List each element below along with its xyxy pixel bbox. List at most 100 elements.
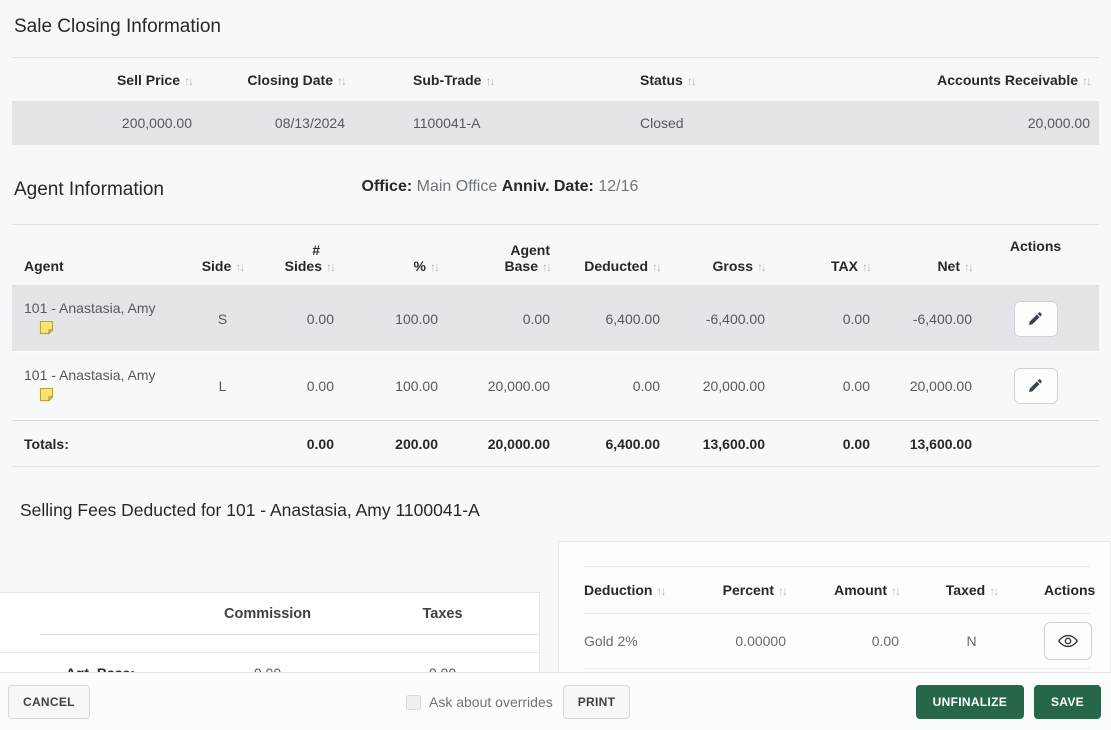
deducted-value: 6,400.00	[605, 310, 661, 327]
sort-icon: ↑↓	[652, 260, 662, 274]
column-header-percent[interactable]: Percent ↑↓	[679, 582, 788, 598]
column-header-gross[interactable]: Gross ↑↓	[660, 225, 767, 285]
sort-icon: ↑↓	[485, 73, 495, 88]
agt-base-label: Agt. Base:	[65, 664, 135, 674]
sub-trade-value: 1100041-A	[413, 115, 481, 131]
column-label: Actions	[1044, 582, 1096, 598]
eye-icon	[1058, 634, 1078, 648]
sides-value: 0.00	[306, 310, 334, 327]
totals-tax: 0.00	[842, 435, 870, 452]
column-label: Sell Price	[116, 71, 180, 88]
agent-table-header-row: Agent Side ↑↓ # Sides ↑↓ % ↑↓ Agent Base ↑↓ …	[12, 224, 1099, 286]
column-header-accounts-receivable[interactable]: Accounts Receivable ↑↓	[897, 72, 1099, 88]
column-label: Percent	[722, 582, 774, 598]
agent-information-title: Agent Information	[14, 179, 164, 200]
column-header-deducted[interactable]: Deducted ↑↓	[550, 225, 662, 285]
deducted-value: 0.00	[632, 377, 660, 394]
tax-value: 0.00	[842, 377, 870, 394]
sort-icon: ↑↓	[235, 260, 245, 274]
percent-value: 100.00	[395, 377, 438, 394]
column-header-closing-date[interactable]: Closing Date ↑↓	[207, 72, 357, 88]
sides-value: 0.00	[306, 377, 334, 394]
column-label-text: Gross	[712, 258, 753, 274]
column-header-percent[interactable]: % ↑↓	[334, 225, 440, 285]
column-header-net[interactable]: Net ↑↓	[870, 225, 974, 285]
cancel-button[interactable]: CANCEL	[8, 685, 90, 719]
deduction-row: Gold 2% 0.00000 0.00 N	[584, 614, 1092, 669]
save-button[interactable]: SAVE	[1034, 685, 1101, 719]
sale-closing-header-row: Sell Price ↑↓ Closing Date ↑↓ Sub-Trade ↑↓ …	[12, 57, 1099, 101]
divider	[40, 634, 539, 635]
note-icon[interactable]	[39, 320, 54, 335]
agent-table: Agent Side ↑↓ # Sides ↑↓ % ↑↓ Agent Base ↑↓ …	[12, 224, 1099, 467]
selling-fees-title: Selling Fees Deducted for 101 - Anastasi…	[20, 500, 480, 520]
side-value: S	[217, 310, 228, 327]
column-label: Sub-Trade	[413, 71, 482, 88]
sort-icon: ↑↓	[542, 260, 552, 274]
agent-row: 101 - Anastasia, Amy S 0.00 100.00 0.00 …	[12, 286, 1099, 353]
column-header-amount[interactable]: Amount ↑↓	[786, 582, 901, 598]
unfinalize-button[interactable]: UNFINALIZE	[915, 685, 1024, 719]
agent-base-value: 20,000.00	[487, 377, 550, 394]
anniv-date-value: 12/16	[598, 178, 639, 195]
edit-agent-button[interactable]	[1013, 300, 1058, 337]
side-value: L	[218, 377, 227, 394]
view-deduction-button[interactable]	[1044, 622, 1092, 660]
column-label: Closing Date	[247, 71, 333, 88]
column-label: Net ↑↓	[937, 258, 974, 274]
accounts-receivable-value: 20,000.00	[1027, 115, 1090, 131]
sort-icon: ↑↓	[656, 584, 666, 598]
column-label: Agent	[24, 258, 64, 274]
totals-agent-base: 20,000.00	[487, 435, 550, 452]
sort-icon: ↑↓	[778, 584, 788, 598]
edit-agent-button[interactable]	[1013, 367, 1058, 404]
column-label: Deducted ↑↓	[584, 258, 662, 274]
column-header-actions: Actions	[972, 225, 1099, 285]
agent-name: 101 - Anastasia, Amy	[24, 299, 156, 316]
totals-label: Totals:	[24, 435, 69, 452]
sale-closing-table: Sell Price ↑↓ Closing Date ↑↓ Sub-Trade ↑↓ …	[12, 57, 1099, 145]
sort-icon: ↑↓	[430, 260, 440, 274]
sale-closing-data-row: 200,000.00 08/13/2024 1100041-A Closed 2…	[12, 101, 1099, 145]
column-label: Side ↑↓	[201, 258, 246, 274]
print-group: Ask about overrides PRINT	[406, 685, 631, 719]
gross-value: 20,000.00	[702, 377, 765, 394]
column-label-text: Side	[201, 258, 232, 274]
deductions-header-row: Deduction ↑↓ Percent ↑↓ Amount ↑↓ Taxed ↑↓ A…	[584, 566, 1095, 614]
column-header-taxed[interactable]: Taxed ↑↓	[899, 582, 1044, 598]
column-header-sides[interactable]: # Sides ↑↓	[250, 225, 336, 285]
column-label: Actions	[1009, 238, 1062, 254]
column-header-side[interactable]: Side ↑↓	[195, 225, 250, 285]
column-label: % ↑↓	[414, 258, 440, 274]
anniv-date-label: Anniv. Date:	[501, 178, 594, 195]
column-label-top: Agent	[510, 242, 550, 258]
ask-about-overrides-checkbox[interactable]	[406, 694, 421, 710]
totals-gross: 13,600.00	[702, 435, 765, 452]
column-header-sell-price[interactable]: Sell Price ↑↓	[12, 72, 207, 88]
column-label-text: Net	[937, 258, 960, 274]
column-label: Sides ↑↓	[285, 258, 336, 274]
column-header-agent[interactable]: Agent	[12, 225, 195, 285]
action-buttons-group: UNFINALIZE SAVE	[915, 685, 1101, 719]
agent-information-bar: Agent Information Office: Main Office An…	[0, 145, 1111, 224]
column-header-sub-trade[interactable]: Sub-Trade ↑↓	[357, 72, 617, 88]
column-header-tax[interactable]: TAX ↑↓	[765, 225, 872, 285]
note-icon[interactable]	[39, 387, 54, 402]
sort-icon: ↑↓	[326, 260, 336, 274]
agt-base-taxes-value: 0.00	[428, 664, 457, 674]
pencil-icon	[1028, 311, 1043, 326]
agent-base-value: 0.00	[522, 310, 550, 327]
column-label-text: Base	[504, 258, 538, 274]
commission-header-row: Commission Taxes	[0, 593, 539, 634]
column-header-status[interactable]: Status ↑↓	[617, 72, 897, 88]
sort-icon: ↑↓	[862, 260, 872, 274]
column-header-deduction-actions: Actions	[1044, 582, 1095, 598]
sort-icon: ↑↓	[184, 73, 194, 88]
column-header-deduction[interactable]: Deduction ↑↓	[584, 582, 679, 598]
deduction-percent-value: 0.00000	[735, 633, 786, 649]
sell-price-value: 200,000.00	[121, 115, 192, 131]
print-button[interactable]: PRINT	[562, 685, 631, 719]
net-value: -6,400.00	[912, 310, 972, 327]
column-header-agent-base[interactable]: Agent Base ↑↓	[438, 225, 552, 285]
agent-cell: 101 - Anastasia, Amy	[12, 367, 195, 405]
